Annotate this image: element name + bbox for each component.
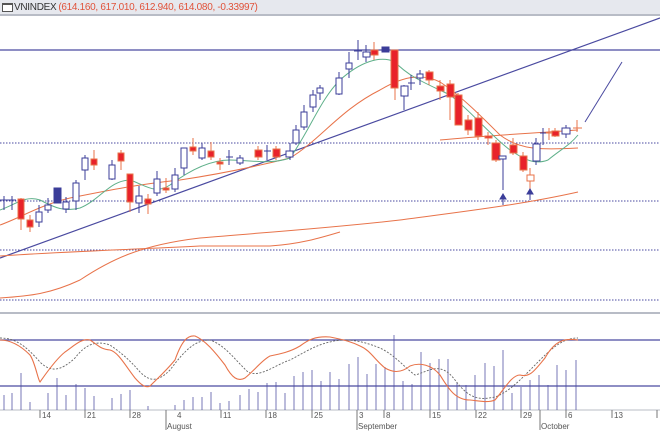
chart-title-bar: VNINDEX (614.160, 617.010, 612.940, 614.… (0, 0, 660, 16)
tick-label: 6 (568, 411, 573, 420)
tick-label: 29 (523, 411, 532, 420)
tick-label: 13 (614, 411, 623, 420)
tick-label: 3 (359, 411, 364, 420)
ohlc-values: (614.160, 617.010, 612.940, 614.080, -0.… (58, 1, 258, 13)
tick-label: 4 (177, 411, 182, 420)
tick-label: 28 (132, 411, 141, 420)
tick-label: 11 (223, 411, 232, 420)
trendline (0, 17, 660, 259)
month-label: September (358, 422, 398, 431)
tick-label: 15 (432, 411, 441, 420)
tick-label: 21 (87, 411, 96, 420)
tick-label: 8 (386, 411, 391, 420)
month-label: August (167, 422, 192, 431)
tick-label: 25 (314, 411, 323, 420)
month-label: October (541, 422, 570, 431)
tick-label: 22 (478, 411, 487, 420)
window-icon[interactable] (2, 2, 13, 12)
volume-bars (3, 335, 577, 410)
symbol-name: VNINDEX (14, 1, 57, 13)
tick-label: 14 (42, 411, 51, 420)
tick-label: 18 (268, 411, 277, 420)
